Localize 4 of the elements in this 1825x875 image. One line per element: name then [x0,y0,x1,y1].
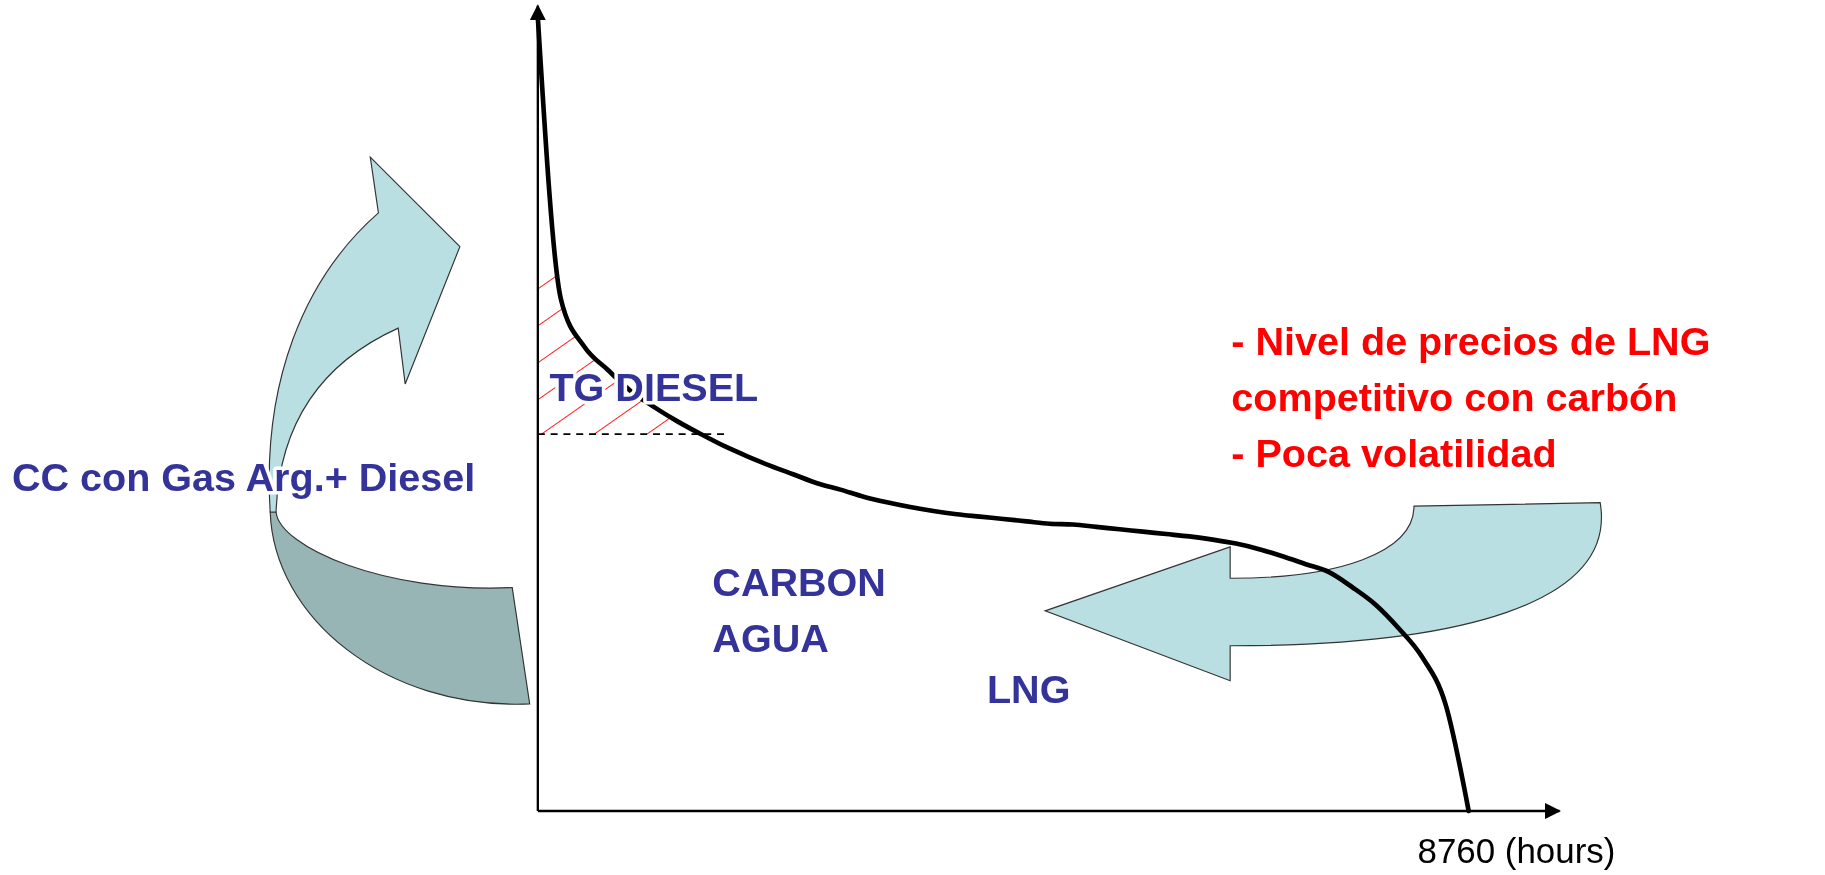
annotation: LNG [986,666,1071,711]
annotation: - Nivel de precios de LNG competitivo con carbón - Poca volatilidad [1231,318,1711,475]
text: 8760 (hours) [1417,831,1616,871]
annotation: CARBON AGUA [712,559,886,660]
